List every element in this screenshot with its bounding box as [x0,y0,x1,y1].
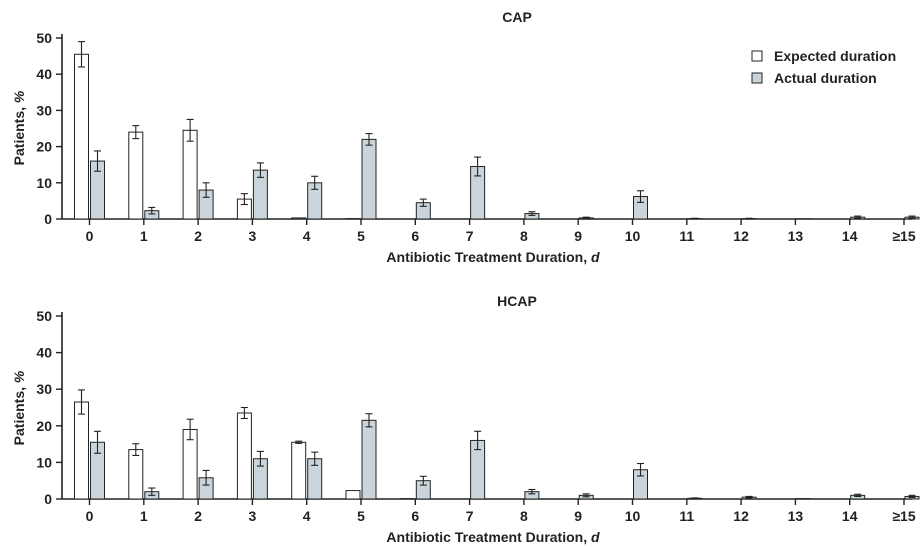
legend: Expected duration Actual duration [751,48,896,86]
y-tick-label: 0 [44,211,52,227]
y-axis-unit: % [11,370,27,383]
x-tick-label: 7 [466,228,474,244]
x-tick-label: ≥15 [892,228,915,244]
x-axis-label: Antibiotic Treatment Duration, d [386,249,600,265]
x-tick-label: 10 [625,228,641,244]
x-tick-label: 10 [625,508,641,524]
y-tick-label: 30 [36,381,52,397]
x-axis-unit: d [591,529,600,545]
x-tick-label: 1 [140,508,148,524]
y-tick-label: 50 [36,308,52,324]
x-axis-label: Antibiotic Treatment Duration, d [386,529,600,545]
legend-label-expected: Expected duration [774,48,896,64]
y-tick-label: 20 [36,139,52,155]
y-tick-label: 10 [36,454,52,470]
y-tick-label: 40 [36,66,52,82]
x-tick-label: 11 [679,228,694,244]
y-tick-label: 50 [36,30,52,46]
x-tick-label: 9 [574,508,582,524]
expected-bar-3 [236,412,252,500]
expected-bar-4 [291,217,307,220]
x-tick-label: 3 [249,228,257,244]
chart-title: CAP [502,9,532,25]
x-tick-label: 7 [466,508,474,524]
x-tick-label: 0 [86,228,94,244]
x-axis-unit: d [591,249,600,265]
x-tick-label: 2 [194,508,202,524]
x-tick-label: 8 [520,228,528,244]
expected-bar-4 [291,441,307,500]
x-tick-label: 1 [140,228,148,244]
y-tick-label: 10 [36,175,52,191]
x-tick-label: 14 [842,508,858,524]
x-tick-label: 5 [357,228,365,244]
x-tick-label: 11 [679,508,694,524]
x-tick-label: 14 [842,228,858,244]
x-tick-label: 8 [520,508,528,524]
x-tick-label: 6 [411,228,419,244]
actual-bar-5 [361,138,377,220]
x-tick-label: 13 [788,508,804,524]
expected-bar-1 [128,131,144,220]
legend-swatch-expected [751,50,763,62]
legend-label-actual: Actual duration [774,70,877,86]
x-tick-label: 12 [733,228,749,244]
legend-swatch-actual [751,72,763,84]
chart-title: HCAP [497,293,537,309]
x-tick-label: 13 [788,228,804,244]
y-tick-label: 0 [44,491,52,507]
x-tick-label: ≥15 [892,508,915,524]
x-tick-label: 4 [303,228,311,244]
y-axis-unit: % [11,90,27,103]
expected-bar-1 [128,449,144,500]
x-tick-label: 4 [303,508,311,524]
expected-bar-5 [345,490,361,500]
x-tick-label: 0 [86,508,94,524]
y-axis-label: Patients, % [11,370,27,445]
expected-bar-0 [74,53,89,220]
x-tick-label: 5 [357,508,365,524]
x-tick-label: 2 [194,228,202,244]
expected-bar-2 [182,129,198,220]
x-tick-label: 12 [733,508,749,524]
x-tick-label: 9 [574,228,582,244]
y-tick-label: 30 [36,102,52,118]
x-tick-label: 6 [411,508,419,524]
expected-bar-0 [74,401,89,500]
y-axis-label: Patients, % [11,90,27,165]
x-tick-label: 3 [249,508,257,524]
actual-bar-5 [361,419,377,500]
y-tick-label: 40 [36,345,52,361]
y-tick-label: 20 [36,418,52,434]
